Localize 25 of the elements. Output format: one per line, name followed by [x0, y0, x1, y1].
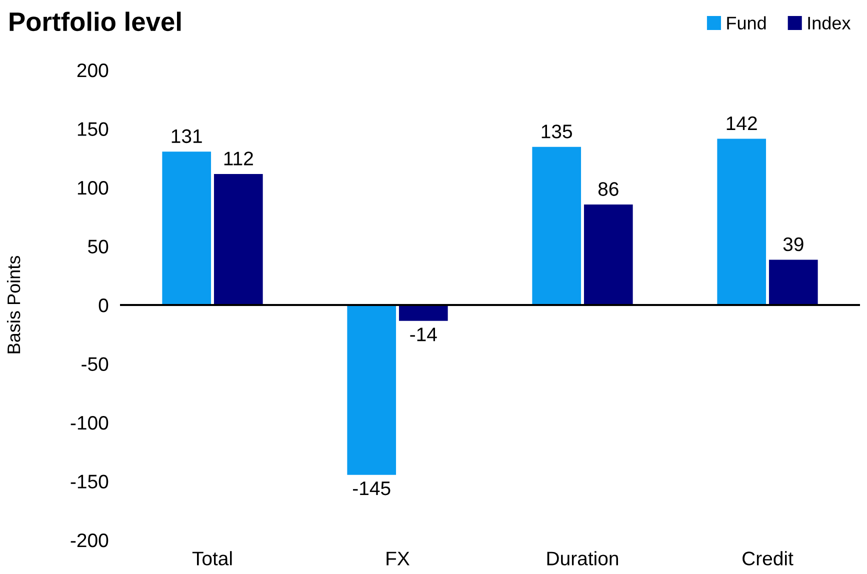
legend-label: Fund [727, 16, 766, 30]
x-tick-label: Total [192, 551, 232, 566]
y-tick-label: -50 [82, 357, 108, 371]
data-label: -145 [353, 482, 390, 496]
x-tick-label: Credit [742, 551, 794, 566]
y-tick-label: -100 [70, 416, 108, 430]
y-tick-label: 200 [77, 63, 108, 78]
data-label: -14 [410, 328, 437, 342]
chart-title: Portfolio level [10, 12, 181, 32]
y-tick-label: 150 [78, 122, 108, 136]
y-tick-label: -150 [70, 474, 108, 488]
y-tick-label: -200 [70, 533, 108, 548]
data-label: 86 [598, 182, 618, 196]
x-tick-label: FX [386, 552, 410, 566]
y-tick-label: 0 [98, 298, 108, 312]
data-label: 39 [783, 237, 804, 252]
y-axis-title: Basis Points [6, 256, 20, 354]
y-tick-label: 100 [78, 180, 108, 195]
x-tick-label: Duration [547, 551, 618, 566]
data-label: 131 [172, 129, 202, 144]
data-label: 112 [224, 152, 253, 166]
data-label: 135 [542, 124, 572, 138]
legend-label: Index [808, 16, 851, 30]
data-label: 142 [726, 116, 757, 130]
y-tick-label: 50 [88, 240, 108, 254]
